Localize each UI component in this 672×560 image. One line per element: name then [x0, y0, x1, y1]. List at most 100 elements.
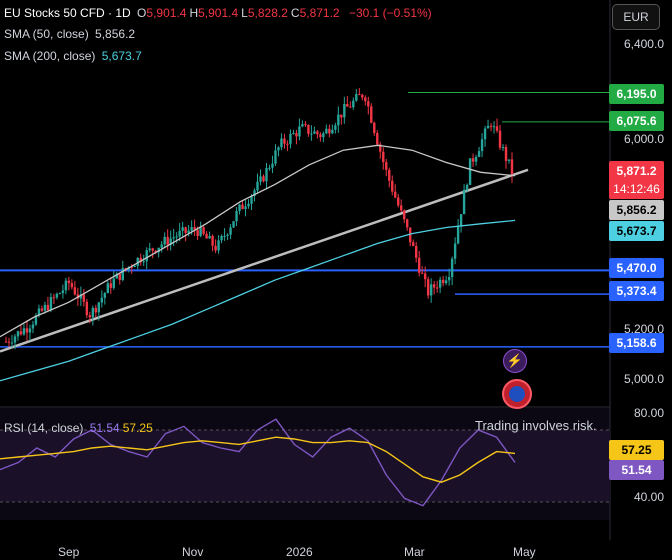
candle-body: [441, 279, 445, 284]
sma50-legend[interactable]: SMA (50, close) 5,856.2: [4, 27, 138, 41]
sma200-line: [0, 219, 516, 382]
candle-body: [432, 284, 436, 288]
candle-body: [169, 238, 172, 245]
candle-body: [394, 191, 397, 198]
candle-body: [235, 210, 238, 222]
candle-body: [277, 147, 280, 151]
ohlc-key: L: [241, 6, 248, 20]
candle-body: [304, 124, 307, 126]
sma50-label: SMA (50, close): [4, 27, 89, 41]
candle-body: [331, 129, 334, 134]
candle-body: [313, 131, 316, 134]
trendline: [0, 168, 529, 353]
ohlc-readout: O5,901.4 H5,901.4 L5,828.2 C5,871.2: [137, 6, 343, 20]
time-tick: Sep: [58, 545, 80, 559]
candle-body: [133, 265, 136, 268]
candle-body: [367, 101, 370, 107]
candle-body: [115, 273, 118, 279]
candle-body: [151, 248, 154, 251]
rsi-ma-badge: 57.25: [609, 440, 664, 460]
candle-body: [280, 138, 283, 148]
candle-body: [61, 290, 65, 294]
ohlc-value: 5,871.2: [299, 6, 340, 20]
level-badge-5470: 5,470.0: [609, 258, 664, 278]
candle-body: [100, 297, 104, 303]
candle-body: [106, 283, 109, 294]
ohlc-value: 5,901.4: [198, 6, 239, 20]
candle-body: [426, 279, 430, 296]
candle-body: [343, 104, 346, 118]
lightning-icon[interactable]: ⚡: [503, 349, 527, 373]
candle-body: [40, 308, 44, 311]
candle-body: [370, 106, 373, 123]
candle-body: [220, 236, 223, 241]
candle-body: [16, 331, 20, 337]
candle-body: [160, 244, 163, 248]
candle-body: [232, 221, 235, 228]
candle-body: [376, 133, 379, 145]
candle-body: [82, 294, 86, 302]
candle-body: [121, 268, 124, 281]
candle-body: [124, 268, 127, 270]
candle-body: [223, 235, 226, 237]
eu-flag-icon[interactable]: [502, 379, 532, 409]
rsi-legend[interactable]: RSI (14, close) 51.54 57.25: [4, 421, 156, 435]
rsi-badge: 51.54: [609, 460, 664, 480]
candle-body: [58, 293, 62, 295]
candle-body: [19, 331, 23, 335]
candle-body: [295, 133, 298, 137]
candle-body: [13, 336, 17, 343]
candle-body: [274, 150, 277, 164]
candle-body: [391, 180, 394, 192]
candle-body: [340, 114, 343, 118]
symbol-title[interactable]: EU Stocks 50 CFD · 1D: [4, 6, 131, 20]
candle-body: [453, 243, 457, 259]
sma200-value: 5,673.7: [101, 49, 142, 63]
candle-body: [244, 206, 247, 210]
candle-body: [187, 230, 190, 233]
candle-body: [175, 236, 178, 238]
candle-body: [361, 94, 364, 98]
candle-body: [31, 324, 35, 329]
currency-button[interactable]: EUR: [612, 4, 660, 30]
candle-body: [498, 130, 502, 148]
candle-body: [229, 227, 232, 235]
price-tick: 6,400.0: [623, 37, 664, 51]
candle-body: [148, 248, 151, 251]
candle-body: [184, 227, 187, 233]
rsi-ma-value: 57.25: [122, 421, 153, 435]
rsi-ma-line: [0, 436, 516, 483]
candle-body: [247, 203, 250, 207]
candle-body: [190, 227, 193, 231]
candle-body: [400, 205, 403, 211]
time-tick: Nov: [182, 545, 204, 559]
candle-body: [172, 237, 175, 239]
candle-body: [301, 124, 304, 127]
candle-body: [373, 122, 376, 134]
ohlc-value: 5,828.2: [247, 6, 288, 20]
time-tick: 2026: [286, 545, 313, 559]
candle-body: [334, 125, 337, 130]
candle-body: [181, 227, 184, 231]
candle-body: [289, 133, 292, 144]
level-badge-6075: 6,075.6: [609, 111, 664, 131]
candle-body: [271, 163, 274, 168]
candle-body: [103, 293, 107, 298]
candle-body: [352, 100, 355, 108]
candle-body: [355, 94, 358, 101]
ohlc-value: 5,901.4: [146, 6, 187, 20]
candle-body: [423, 273, 427, 280]
candle-body: [109, 283, 112, 288]
sma200-legend[interactable]: SMA (200, close) 5,673.7: [4, 49, 145, 63]
candle-body: [337, 114, 340, 126]
candle-body: [226, 234, 229, 236]
candle-body: [438, 279, 442, 288]
candle-body: [268, 167, 271, 169]
symbol-header: EU Stocks 50 CFD · 1D O5,901.4 H5,901.4 L5…: [4, 6, 435, 20]
candle-body: [459, 214, 463, 227]
candle-body: [501, 147, 505, 149]
candle-body: [94, 307, 98, 313]
candle-body: [85, 301, 89, 316]
candle-body: [250, 196, 253, 204]
